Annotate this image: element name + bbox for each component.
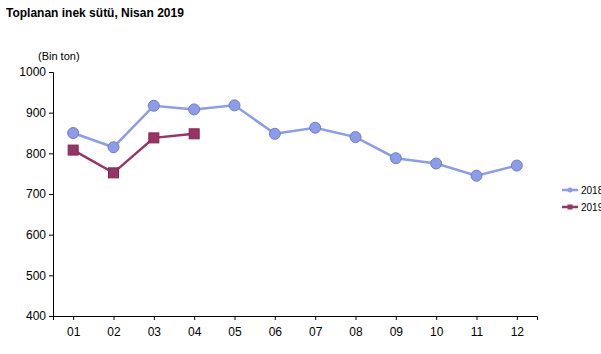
data-point <box>511 160 522 171</box>
x-tick-label: 11 <box>471 325 484 339</box>
x-tick-label: 10 <box>430 325 444 339</box>
x-tick-mark <box>396 316 397 320</box>
data-point <box>390 153 401 164</box>
series-line <box>73 134 194 173</box>
y-tick-label: 800 <box>26 147 46 161</box>
x-tick: 12 <box>511 316 525 339</box>
data-point <box>310 122 321 133</box>
x-tick: 09 <box>390 316 404 339</box>
legend-marker <box>568 205 573 210</box>
y-tick: 700 <box>26 187 53 201</box>
y-tick-label: 600 <box>26 228 46 242</box>
x-tick-mark <box>154 316 155 320</box>
x-tick: 01 <box>67 316 81 339</box>
series-markers <box>68 129 199 178</box>
data-point <box>471 170 482 181</box>
data-point <box>68 145 78 155</box>
y-tick: 400 <box>26 309 53 323</box>
legend-item: 2019 <box>562 202 601 213</box>
x-tick: 02 <box>107 316 121 339</box>
x-tick-label: 12 <box>511 325 525 339</box>
x-tick-mark <box>275 316 276 320</box>
x-axis-line <box>54 317 538 321</box>
x-tick-mark <box>517 316 518 320</box>
x-tick-mark <box>235 316 236 320</box>
data-point <box>109 168 119 178</box>
y-tick: 500 <box>26 269 53 283</box>
x-tick: 08 <box>349 316 363 339</box>
data-point <box>148 100 159 111</box>
y-tick-label: 1000 <box>19 65 46 79</box>
x-tick-label: 09 <box>390 325 404 339</box>
x-tick: 04 <box>188 316 202 339</box>
y-tick-mark <box>49 194 53 195</box>
y-tick: 800 <box>26 147 53 161</box>
y-tick-label: 500 <box>26 269 46 283</box>
y-tick-mark <box>49 113 53 114</box>
legend-marker <box>568 188 573 193</box>
y-tick-label: 900 <box>26 106 46 120</box>
x-tick-label: 08 <box>349 325 363 339</box>
x-axis: 01 02 03 04 05 06 07 08 09 10 11 12 <box>54 316 538 339</box>
y-tick-label: 700 <box>26 187 46 201</box>
x-tick-mark <box>436 316 437 320</box>
x-tick: 07 <box>309 316 323 339</box>
data-point <box>108 142 119 153</box>
y-axis: 400 500 600 700 800 900 1000 <box>19 65 53 323</box>
x-tick-label: 06 <box>269 325 283 339</box>
x-tick-mark <box>315 316 316 320</box>
chart: Toplanan inek sütü, Nisan 2019 (Bin ton) 4… <box>0 0 601 354</box>
y-tick: 900 <box>26 106 53 120</box>
data-point <box>350 132 361 143</box>
x-tick-mark <box>356 316 357 320</box>
x-tick-label: 07 <box>309 325 323 339</box>
x-tick-label: 04 <box>188 325 202 339</box>
series-line <box>73 105 517 175</box>
y-axis-line <box>49 73 54 317</box>
x-tick-mark <box>194 316 195 320</box>
x-tick: 06 <box>269 316 283 339</box>
y-tick-mark <box>49 153 53 154</box>
x-tick: 10 <box>430 316 444 339</box>
data-point <box>68 128 79 139</box>
y-tick: 600 <box>26 228 53 242</box>
x-tick-label: 01 <box>67 325 81 339</box>
data-point <box>149 133 159 143</box>
y-tick-mark <box>49 316 53 317</box>
plot-area <box>68 100 523 181</box>
legend-item: 2018 <box>562 185 601 196</box>
data-point <box>189 104 200 115</box>
x-tick: 03 <box>148 316 162 339</box>
series-markers <box>68 100 523 181</box>
x-tick: 05 <box>228 316 242 339</box>
x-tick-mark <box>114 316 115 320</box>
y-tick-label: 400 <box>26 309 46 323</box>
data-point <box>431 158 442 169</box>
x-tick: 11 <box>471 316 484 339</box>
y-tick-mark <box>49 275 53 276</box>
title: Toplanan inek sütü, Nisan 2019 <box>6 6 184 20</box>
x-tick-mark <box>73 316 74 320</box>
data-point <box>189 129 199 139</box>
legend: 2018 2019 <box>562 185 601 213</box>
y-tick: 1000 <box>19 65 53 79</box>
x-tick-label: 02 <box>107 325 121 339</box>
x-tick-label: 05 <box>228 325 242 339</box>
y-axis-label: (Bin ton) <box>38 50 80 62</box>
x-tick-mark <box>477 316 478 320</box>
data-point <box>229 100 240 111</box>
y-tick-mark <box>49 235 53 236</box>
y-tick-mark <box>49 72 53 73</box>
legend-label: 2018 <box>581 185 601 196</box>
data-point <box>269 128 280 139</box>
legend-label: 2019 <box>581 202 601 213</box>
x-tick-label: 03 <box>148 325 162 339</box>
